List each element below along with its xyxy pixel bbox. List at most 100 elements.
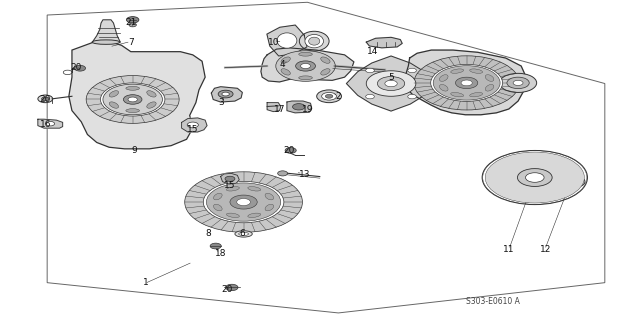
Ellipse shape [265, 193, 274, 200]
Circle shape [187, 122, 198, 128]
Text: 19: 19 [302, 105, 313, 114]
Circle shape [461, 80, 472, 86]
Text: 10: 10 [268, 38, 279, 47]
Circle shape [225, 176, 235, 181]
Polygon shape [69, 41, 205, 149]
Circle shape [42, 97, 49, 101]
Text: 4: 4 [280, 60, 286, 69]
Polygon shape [405, 50, 526, 115]
Circle shape [366, 94, 374, 99]
Ellipse shape [109, 102, 119, 108]
Ellipse shape [281, 57, 291, 63]
Circle shape [296, 61, 315, 71]
Circle shape [301, 63, 310, 68]
Text: 8: 8 [206, 229, 211, 238]
Text: 9: 9 [131, 146, 137, 155]
Circle shape [366, 68, 374, 73]
Polygon shape [38, 119, 63, 128]
Ellipse shape [126, 86, 140, 90]
Ellipse shape [485, 75, 494, 81]
Circle shape [210, 243, 221, 249]
Circle shape [568, 179, 580, 185]
Text: 18: 18 [215, 250, 227, 259]
Circle shape [507, 77, 529, 89]
Text: 16: 16 [40, 120, 51, 130]
Circle shape [184, 172, 302, 232]
Circle shape [511, 165, 558, 190]
Circle shape [513, 80, 523, 85]
Polygon shape [347, 56, 436, 111]
Circle shape [489, 154, 581, 201]
Circle shape [517, 169, 552, 187]
Ellipse shape [214, 204, 222, 211]
Circle shape [525, 173, 544, 182]
Text: 3: 3 [218, 98, 224, 107]
Circle shape [206, 183, 281, 221]
Circle shape [485, 152, 584, 203]
Circle shape [455, 77, 478, 89]
Text: 12: 12 [540, 245, 551, 254]
Text: 15: 15 [187, 125, 199, 134]
Ellipse shape [147, 91, 156, 97]
Ellipse shape [147, 102, 156, 108]
Ellipse shape [248, 187, 261, 191]
Ellipse shape [469, 69, 483, 73]
Circle shape [507, 164, 562, 192]
Text: 2: 2 [335, 92, 341, 101]
Text: 7: 7 [128, 38, 134, 47]
Text: 17: 17 [274, 105, 285, 114]
Circle shape [278, 171, 288, 176]
Ellipse shape [299, 52, 312, 56]
Ellipse shape [281, 69, 291, 75]
Circle shape [38, 95, 53, 103]
Ellipse shape [227, 187, 239, 191]
Circle shape [127, 17, 139, 23]
Polygon shape [366, 37, 402, 48]
Ellipse shape [92, 40, 120, 44]
Circle shape [237, 198, 250, 205]
Circle shape [86, 76, 179, 123]
Ellipse shape [248, 213, 261, 218]
Text: 21: 21 [125, 19, 137, 28]
Polygon shape [93, 20, 120, 42]
Circle shape [292, 104, 305, 110]
Text: 13: 13 [299, 170, 310, 179]
Circle shape [218, 90, 233, 98]
Ellipse shape [320, 57, 330, 63]
Circle shape [385, 80, 397, 87]
Text: 20: 20 [71, 63, 82, 72]
Polygon shape [287, 101, 312, 113]
Circle shape [499, 73, 537, 92]
Circle shape [276, 51, 335, 81]
Circle shape [325, 94, 333, 98]
Text: 20: 20 [40, 95, 51, 104]
Ellipse shape [214, 193, 222, 200]
Ellipse shape [469, 92, 483, 97]
Circle shape [285, 148, 296, 153]
Text: 6: 6 [240, 229, 245, 238]
Text: 11: 11 [503, 245, 515, 254]
Ellipse shape [440, 84, 448, 91]
Circle shape [222, 92, 229, 96]
Ellipse shape [440, 75, 448, 81]
Ellipse shape [309, 37, 320, 45]
Ellipse shape [305, 35, 324, 48]
Circle shape [496, 158, 573, 197]
Circle shape [230, 195, 257, 209]
Circle shape [322, 92, 337, 100]
Ellipse shape [320, 69, 330, 75]
Ellipse shape [299, 31, 329, 51]
Circle shape [500, 160, 569, 196]
Circle shape [378, 76, 405, 91]
Circle shape [129, 23, 137, 27]
Circle shape [504, 162, 566, 194]
Text: 5: 5 [388, 73, 394, 82]
Ellipse shape [299, 76, 312, 80]
Text: 1: 1 [143, 278, 149, 287]
Polygon shape [211, 87, 242, 102]
Text: S303-E0610 A: S303-E0610 A [466, 297, 520, 306]
Ellipse shape [109, 91, 119, 97]
Text: 14: 14 [367, 47, 378, 56]
Text: 15: 15 [224, 181, 236, 190]
Circle shape [408, 94, 417, 99]
